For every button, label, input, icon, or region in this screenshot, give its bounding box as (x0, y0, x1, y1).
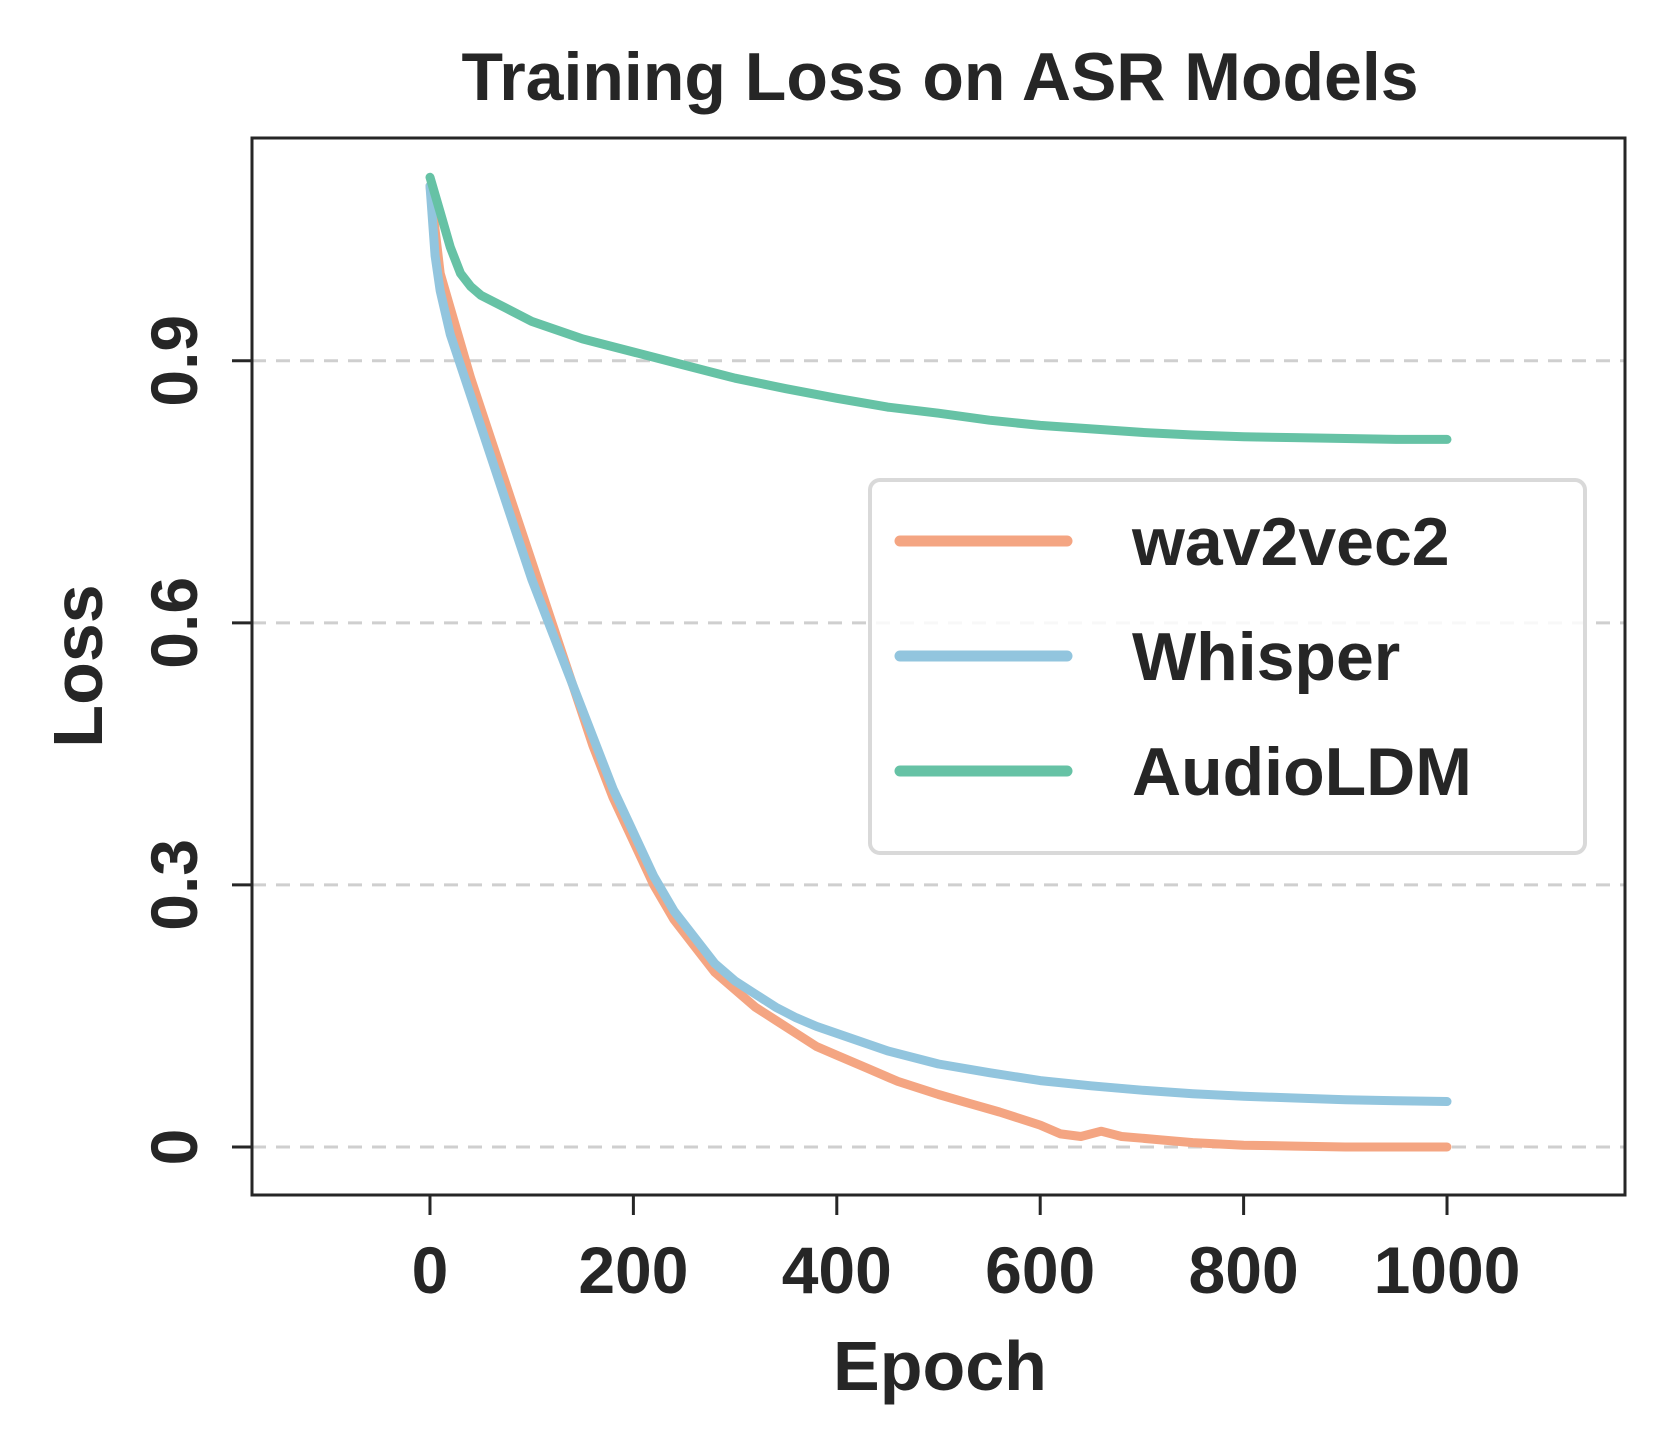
plot-frame (250, 136, 1627, 1197)
x-tick-label: 0 (412, 1233, 449, 1307)
chart-title: Training Loss on ASR Models (461, 39, 1418, 115)
y-tick-label: 0.3 (137, 839, 211, 931)
x-tick-label: 400 (782, 1233, 892, 1307)
y-tick-label: 0.6 (137, 577, 211, 669)
x-tick-label: 600 (985, 1233, 1095, 1307)
series-lines (425, 172, 1452, 1152)
legend-label-whisper: Whisper (1132, 619, 1400, 695)
legend-entries: wav2vec2 Whisper AudioLDM (894, 504, 1472, 810)
axis-ticks: 0 0.3 0.6 0.9 0 200 400 600 800 1000 (137, 315, 1520, 1307)
x-tick-label: 200 (578, 1233, 688, 1307)
x-tick-label: 800 (1189, 1233, 1299, 1307)
legend: wav2vec2 Whisper AudioLDM (868, 478, 1587, 855)
y-tick-label: 0.9 (137, 315, 211, 407)
series-line-audioldm (425, 172, 1452, 444)
x-tick-label: 1000 (1374, 1233, 1521, 1307)
y-axis-label: Loss (39, 584, 117, 747)
legend-label-audioldm: AudioLDM (1132, 734, 1472, 810)
series-line-wav2vec2 (425, 181, 1452, 1152)
y-tick-label: 0 (137, 1129, 211, 1166)
legend-box (868, 478, 1587, 855)
series-line-whisper (425, 181, 1452, 1106)
grid-lines (252, 359, 1625, 1149)
x-axis-label: Epoch (833, 1327, 1047, 1405)
legend-label-wav2vec2: wav2vec2 (1131, 504, 1450, 580)
